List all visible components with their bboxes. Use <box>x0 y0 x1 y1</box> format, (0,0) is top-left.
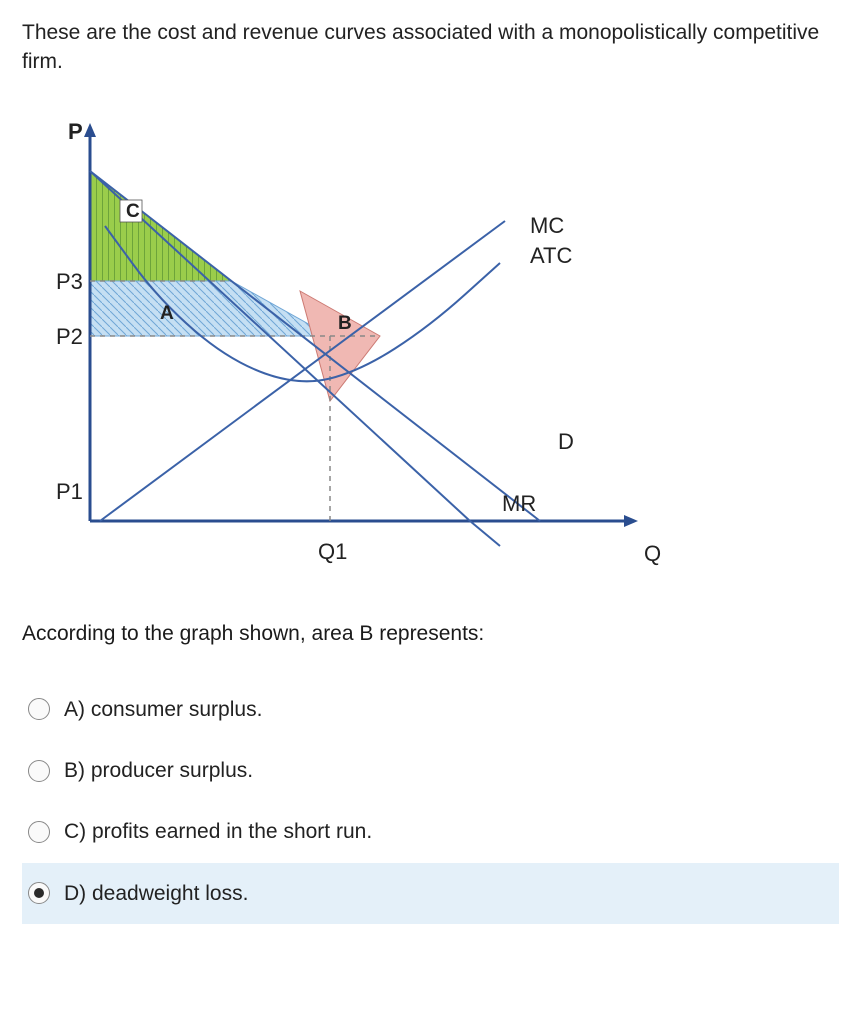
svg-text:MR: MR <box>502 491 536 516</box>
option-b[interactable]: B) producer surplus. <box>22 740 839 801</box>
option-label: D) deadweight loss. <box>64 879 248 908</box>
svg-text:Q1: Q1 <box>318 539 347 564</box>
option-label: C) profits earned in the short run. <box>64 817 372 846</box>
svg-text:MC: MC <box>530 213 564 238</box>
svg-text:P3: P3 <box>56 269 83 294</box>
radio-button[interactable] <box>28 698 50 720</box>
option-d[interactable]: D) deadweight loss. <box>22 863 839 924</box>
question-text: According to the graph shown, area B rep… <box>22 619 839 648</box>
svg-text:A: A <box>160 303 174 324</box>
svg-text:B: B <box>338 313 352 334</box>
radio-button[interactable] <box>28 882 50 904</box>
svg-text:P1: P1 <box>56 479 83 504</box>
svg-text:ATC: ATC <box>530 243 572 268</box>
svg-text:D: D <box>558 429 574 454</box>
economics-graph: P Q P3 P2 P1 Q1 MC ATC D MR C A B <box>30 111 839 579</box>
radio-button[interactable] <box>28 821 50 843</box>
svg-text:Q: Q <box>644 541 661 566</box>
radio-button[interactable] <box>28 760 50 782</box>
option-c[interactable]: C) profits earned in the short run. <box>22 801 839 862</box>
option-label: B) producer surplus. <box>64 756 253 785</box>
intro-text: These are the cost and revenue curves as… <box>22 18 839 77</box>
options-list: A) consumer surplus. B) producer surplus.… <box>22 679 839 925</box>
svg-text:P2: P2 <box>56 324 83 349</box>
svg-text:C: C <box>126 201 140 222</box>
svg-text:P: P <box>68 119 83 144</box>
option-a[interactable]: A) consumer surplus. <box>22 679 839 740</box>
option-label: A) consumer surplus. <box>64 695 262 724</box>
